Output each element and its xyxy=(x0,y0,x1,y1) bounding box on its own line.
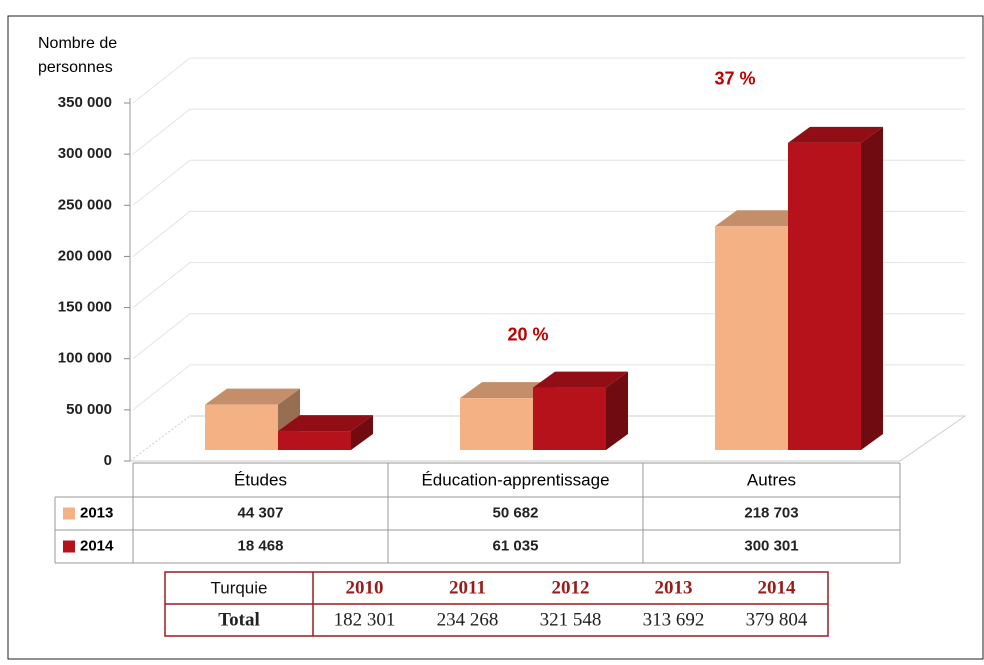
legend-marker xyxy=(63,540,75,553)
bar-side xyxy=(351,415,373,450)
bar xyxy=(460,398,533,450)
grid-line xyxy=(132,159,965,206)
data-label: 300 301 xyxy=(744,537,798,554)
bar-top xyxy=(533,371,628,388)
bar-top xyxy=(460,382,555,399)
y-tick-label: 250 000 xyxy=(58,196,112,213)
data-label: 61 035 xyxy=(493,537,539,554)
bar xyxy=(278,431,351,450)
y-tick-label: 50 000 xyxy=(66,401,112,418)
bar-top xyxy=(205,388,300,405)
y-tick-label: 350 000 xyxy=(58,94,112,111)
bar-side xyxy=(861,126,883,451)
x-tick-label: Éducation-apprentissage xyxy=(421,470,609,489)
table-header: 2013 xyxy=(655,577,693,598)
grid-line xyxy=(132,313,965,360)
table-cell: Total xyxy=(218,609,260,630)
table-cell: 313 692 xyxy=(643,609,705,630)
table-header: 2012 xyxy=(552,577,590,598)
data-label: 50 682 xyxy=(493,504,539,521)
frame xyxy=(7,15,984,660)
legend-label: 2013 xyxy=(80,504,113,521)
y-tick-label: 100 000 xyxy=(58,350,112,367)
table-cell: 182 301 xyxy=(334,609,396,630)
legend-label: 2014 xyxy=(80,537,114,554)
table-header: 2011 xyxy=(449,577,486,598)
grid-line xyxy=(132,57,965,104)
y-tick-label: 150 000 xyxy=(58,299,112,316)
bar-top xyxy=(788,126,883,143)
grid-line xyxy=(132,262,965,308)
x-tick-label: Études xyxy=(234,470,287,489)
x-tick-label: Autres xyxy=(747,470,796,489)
data-label: 18 468 xyxy=(238,537,284,554)
y-tick-label: 0 xyxy=(104,452,112,469)
legend-marker xyxy=(63,507,75,520)
grid-line xyxy=(132,108,965,155)
bar-top xyxy=(715,210,810,227)
y-axis-title: personnes xyxy=(38,59,113,76)
bar xyxy=(715,226,788,450)
y-axis-title: Nombre de xyxy=(38,35,117,52)
bar xyxy=(788,142,861,451)
table-header: Turquie xyxy=(210,578,267,597)
bar-top xyxy=(278,415,373,432)
y-tick-label: 200 000 xyxy=(58,247,112,264)
data-label: 44 307 xyxy=(238,504,284,521)
floor-diag xyxy=(129,415,191,462)
table-cell: 321 548 xyxy=(540,609,602,630)
table-header: 2014 xyxy=(758,577,797,598)
y-tick-label: 300 000 xyxy=(58,145,112,162)
grid-line xyxy=(132,364,965,411)
annotation: 20 % xyxy=(507,324,548,344)
table-cell: 234 268 xyxy=(437,609,499,630)
bar-side xyxy=(606,371,628,450)
annotation: 37 % xyxy=(714,69,755,89)
data-label: 218 703 xyxy=(744,504,798,521)
bar xyxy=(205,404,278,450)
bar xyxy=(533,387,606,450)
table-cell: 379 804 xyxy=(746,609,808,630)
grid-line xyxy=(132,210,965,257)
table-header: 2010 xyxy=(346,577,384,598)
